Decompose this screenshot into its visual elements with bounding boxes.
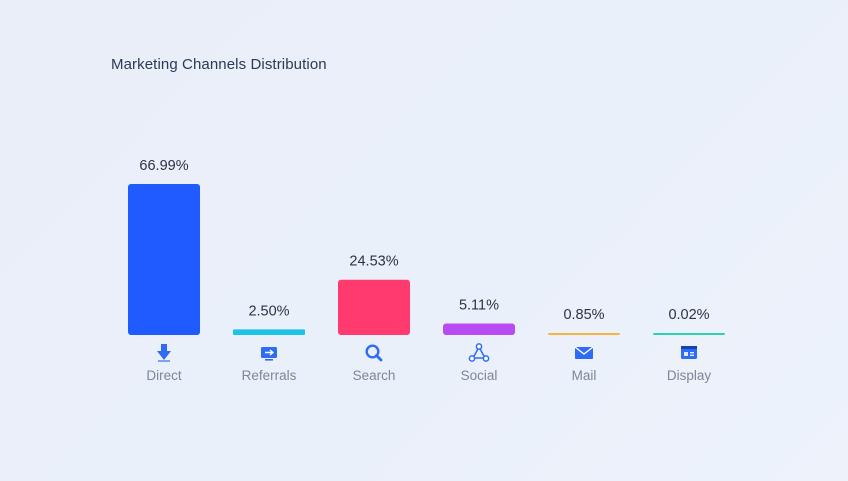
bar-direct bbox=[128, 184, 200, 335]
bar-mail bbox=[548, 333, 620, 335]
category-label-social: Social bbox=[461, 368, 498, 383]
category-label-search: Search bbox=[353, 368, 396, 383]
share-network-icon bbox=[468, 343, 490, 362]
browser-window-icon bbox=[681, 346, 697, 359]
monitor-arrow-icon bbox=[261, 347, 277, 361]
value-label-mail: 0.85% bbox=[563, 307, 604, 323]
value-label-direct: 66.99% bbox=[139, 158, 188, 174]
bar-display bbox=[653, 333, 725, 335]
value-label-social: 5.11% bbox=[459, 297, 499, 313]
chart-title: Marketing Channels Distribution bbox=[111, 56, 327, 73]
category-label-mail: Mail bbox=[572, 368, 597, 383]
bar-social bbox=[443, 323, 515, 335]
envelope-icon bbox=[574, 346, 594, 359]
value-label-search: 24.53% bbox=[349, 254, 398, 270]
category-label-referrals: Referrals bbox=[242, 368, 297, 383]
category-label-display: Display bbox=[667, 368, 712, 383]
value-label-referrals: 2.50% bbox=[248, 303, 289, 319]
download-arrow-icon bbox=[157, 344, 171, 362]
bar-referrals bbox=[233, 329, 305, 335]
category-label-direct: Direct bbox=[146, 368, 182, 383]
bar-search bbox=[338, 279, 410, 335]
value-label-display: 0.02% bbox=[668, 307, 709, 323]
magnifier-icon bbox=[365, 344, 383, 362]
